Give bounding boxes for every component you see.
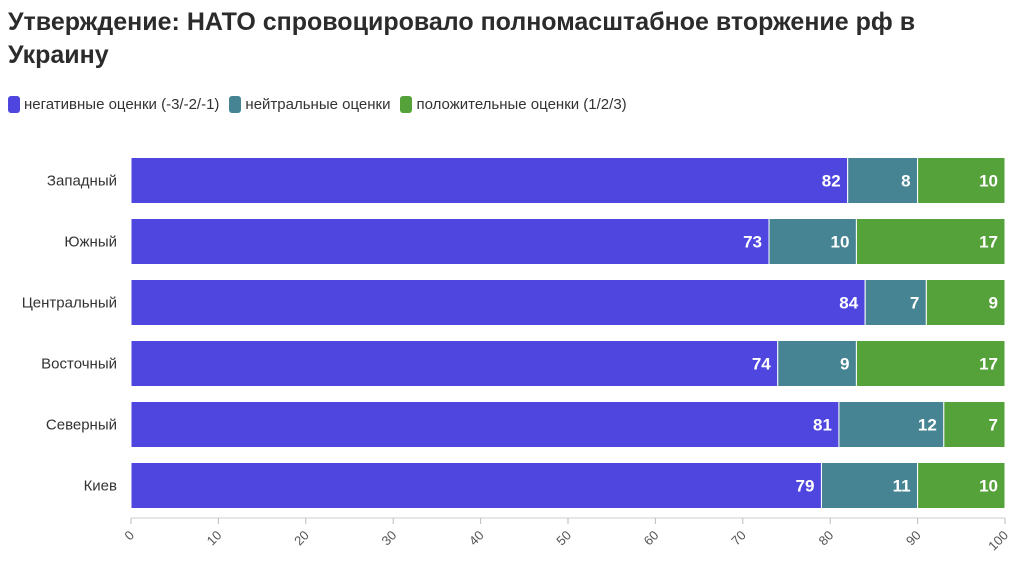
legend-label-negative: негативные оценки (-3/-2/-1)	[24, 96, 220, 113]
data-label: 10	[830, 233, 849, 252]
data-label: 7	[910, 294, 919, 313]
bar-segment[interactable]	[130, 157, 849, 204]
x-tick-label: 70	[728, 528, 749, 549]
bar-segment[interactable]	[917, 157, 1006, 204]
bar-segment[interactable]	[925, 279, 1006, 326]
data-label: 17	[979, 355, 998, 374]
data-label: 10	[979, 172, 998, 191]
x-tick-label: 60	[641, 528, 662, 549]
bar-segment[interactable]	[820, 462, 919, 509]
bar-segment[interactable]	[838, 401, 945, 448]
data-label: 9	[989, 294, 998, 313]
data-label: 10	[979, 477, 998, 496]
bar-segment[interactable]	[917, 462, 1006, 509]
bar-segment[interactable]	[943, 401, 1006, 448]
data-label: 7	[989, 416, 998, 435]
data-label: 9	[840, 355, 849, 374]
legend-swatch-negative	[8, 96, 20, 113]
category-label: Западный	[47, 173, 117, 190]
bar-segment[interactable]	[768, 218, 857, 265]
bar-segment[interactable]	[855, 340, 1006, 387]
x-tick-label: 50	[553, 528, 574, 549]
x-tick-label: 10	[204, 528, 225, 549]
x-tick-label: 0	[121, 528, 137, 544]
data-label: 74	[752, 355, 771, 374]
legend-label-neutral: нейтральные оценки	[245, 96, 391, 113]
data-label: 12	[918, 416, 937, 435]
x-tick-label: 100	[985, 528, 1011, 554]
category-label: Киев	[84, 478, 117, 495]
bar-segment[interactable]	[864, 279, 927, 326]
bar-segment[interactable]	[130, 279, 866, 326]
data-label: 17	[979, 233, 998, 252]
bar-segment[interactable]	[130, 462, 822, 509]
data-label: 11	[893, 477, 911, 496]
legend: негативные оценки (-3/-2/-1) нейтральные…	[8, 96, 627, 113]
category-label: Восточный	[41, 356, 117, 373]
legend-label-positive: положительные оценки (1/2/3)	[416, 96, 627, 113]
x-tick-label: 30	[378, 528, 399, 549]
bar-segment[interactable]	[130, 218, 770, 265]
category-label: Центральный	[22, 295, 117, 312]
data-label: 79	[796, 477, 815, 496]
category-label: Северный	[46, 417, 117, 434]
legend-swatch-positive	[400, 96, 413, 113]
legend-item-positive[interactable]: положительные оценки (1/2/3)	[400, 96, 627, 113]
chart-title: Утверждение: НАТО спровоцировало полнома…	[8, 8, 916, 69]
bar-segment[interactable]	[855, 218, 1006, 265]
x-tick-label: 40	[466, 528, 487, 549]
legend-item-negative[interactable]: негативные оценки (-3/-2/-1)	[8, 96, 219, 113]
legend-swatch-neutral	[229, 96, 242, 113]
x-tick-label: 20	[291, 528, 312, 549]
category-label: Южный	[64, 234, 117, 251]
data-label: 84	[839, 294, 858, 313]
bar-segment[interactable]	[130, 340, 779, 387]
bar-segment[interactable]	[847, 157, 919, 204]
x-tick-label: 90	[903, 528, 924, 549]
data-label: 82	[822, 172, 841, 191]
bar-segment[interactable]	[777, 340, 857, 387]
x-tick-label: 80	[815, 528, 836, 549]
data-label: 73	[743, 233, 762, 252]
data-label: 81	[813, 416, 832, 435]
data-label: 8	[901, 172, 910, 191]
bar-segment[interactable]	[130, 401, 840, 448]
legend-item-neutral[interactable]: нейтральные оценки	[229, 96, 390, 113]
